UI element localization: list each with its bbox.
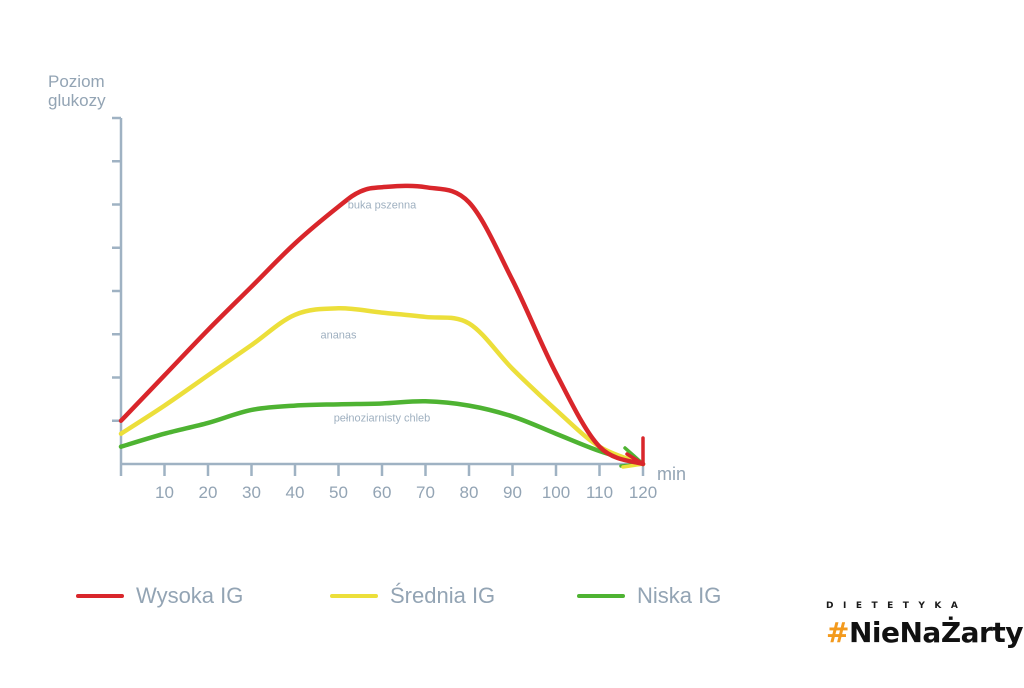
x-axis-label: min [657, 464, 686, 484]
x-tick-label: 60 [373, 483, 392, 502]
brand-logo: DIETETYKA #NieNaŻarty [826, 601, 1023, 663]
x-tick-label: 50 [329, 483, 348, 502]
legend-label-high: Wysoka IG [136, 583, 244, 608]
curve-labels: buka pszenna ananas pełnoziarnisty chleb [320, 200, 430, 425]
brand-wordmark: NieNaŻarty [848, 616, 1024, 649]
curve-label-low: pełnoziarnisty chleb [334, 412, 431, 424]
axes: 10 20 30 40 50 60 70 80 90 100 110 120 [112, 116, 657, 502]
series-arrow-high [625, 436, 645, 466]
x-tick-label: 110 [586, 483, 613, 502]
legend-item-low: Niska IG [577, 583, 721, 609]
legend-item-high: Wysoka IG [76, 583, 243, 609]
x-tick-label: 30 [242, 483, 261, 502]
glucose-chart: Poziom glukozy 10 20 30 40 50 60 70 80 90 100 110 1… [48, 72, 686, 502]
y-axis-label-line-1: Poziom [48, 72, 105, 91]
x-tick-label: 90 [503, 483, 522, 502]
legend-label-medium: Średnia IG [390, 583, 496, 608]
series-layer [118, 183, 646, 469]
x-tick-label: 10 [155, 483, 174, 502]
brand-tagline: DIETETYKA [826, 601, 968, 611]
brand-hash: # [826, 616, 849, 649]
x-tick-label: 40 [286, 483, 305, 502]
x-tick-label: 20 [199, 483, 218, 502]
x-tick-label: 70 [416, 483, 435, 502]
series-line-low [118, 399, 646, 467]
series-line-high [118, 183, 646, 467]
series-line-medium [118, 306, 646, 467]
x-tick-label: 80 [460, 483, 479, 502]
legend-swatch-low [577, 594, 625, 598]
legend-label-low: Niska IG [637, 583, 722, 608]
legend-swatch-high [76, 594, 124, 598]
legend-item-medium: Średnia IG [330, 583, 495, 609]
legend: Wysoka IG Średnia IG Niska IG [0, 583, 800, 613]
curve-label-high: buka pszenna [348, 200, 417, 212]
x-tick-label: 100 [542, 483, 570, 502]
y-axis-label-line-2: glukozy [48, 91, 106, 110]
brand-name: #NieNaŻarty [826, 616, 1023, 649]
legend-swatch-medium [330, 594, 378, 598]
curve-label-medium: ananas [320, 329, 357, 341]
x-tick-label: 120 [629, 483, 657, 502]
